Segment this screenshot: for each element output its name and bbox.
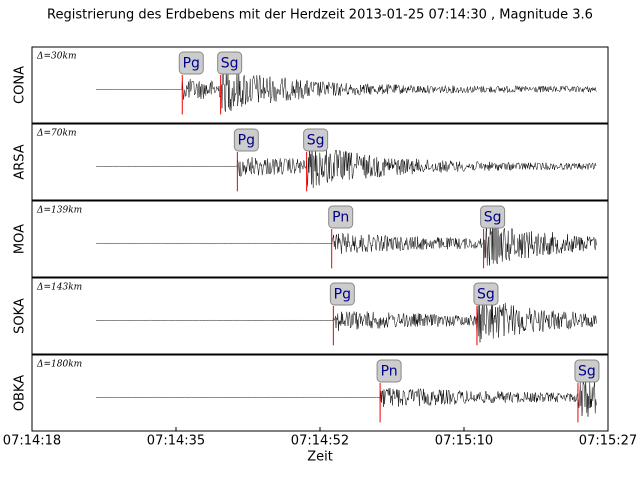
distance-label: Δ=143km (36, 283, 82, 293)
panel-frame (31, 123, 609, 201)
station-label: OBKA (13, 375, 28, 411)
pick-label: Pg (238, 133, 255, 149)
waveform (95, 67, 597, 112)
panel-frame (31, 277, 609, 355)
distance-label: Δ=70km (36, 129, 76, 139)
x-tick-label: 07:14:18 (3, 434, 61, 449)
waveform (95, 220, 597, 266)
distance-label: Δ=139km (36, 206, 82, 216)
pick-label: Pn (381, 364, 398, 380)
chart-title: Registrierung des Erdbebens mit der Herd… (47, 8, 593, 23)
pick-label: Sg (307, 133, 325, 149)
pick-box (574, 359, 600, 383)
panel-frame (31, 200, 609, 278)
pick-box (376, 359, 402, 383)
pick-box (328, 205, 354, 229)
waveform (96, 142, 597, 189)
pick-label: Sg (477, 287, 495, 303)
pick-box (178, 51, 204, 75)
pick-label: Sg (484, 210, 502, 226)
pick-label: Pn (332, 210, 349, 226)
pick-box (233, 128, 259, 152)
station-label: SOKA (13, 298, 28, 334)
x-tick-label: 07:14:52 (291, 434, 349, 449)
pick-label: Sg (221, 56, 239, 72)
x-tick-label: 07:15:27 (579, 434, 637, 449)
pick-label: Sg (578, 364, 596, 380)
x-tick-label: 07:14:35 (147, 434, 205, 449)
waveform (95, 300, 597, 343)
x-axis-label: Zeit (307, 450, 333, 465)
pick-box (217, 51, 243, 75)
pick-box (473, 282, 499, 306)
station-label: ARSA (13, 144, 28, 179)
pick-label: Pg (334, 287, 351, 303)
pick-box (480, 205, 506, 229)
station-label: MOA (13, 224, 28, 254)
pick-label: Pg (183, 56, 200, 72)
pick-box (329, 282, 355, 306)
pick-box (303, 128, 329, 152)
waveform (95, 374, 597, 417)
distance-label: Δ=180km (36, 360, 82, 370)
x-tick-label: 07:15:10 (435, 434, 493, 449)
distance-label: Δ=30km (36, 52, 76, 62)
panel-frame (31, 46, 609, 124)
station-label: CONA (13, 66, 28, 104)
